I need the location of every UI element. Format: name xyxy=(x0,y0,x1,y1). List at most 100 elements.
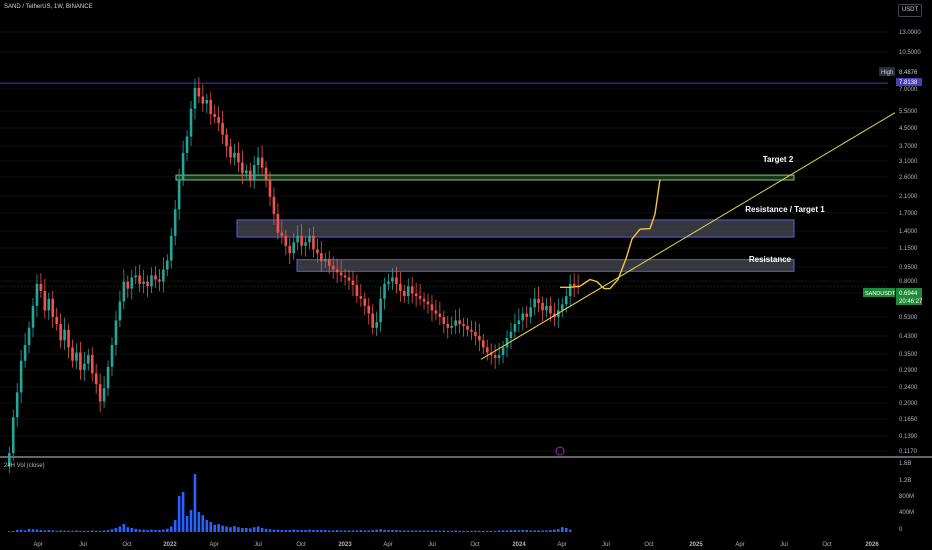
volume-bar xyxy=(276,529,280,532)
candle-body xyxy=(272,196,276,214)
volume-bar xyxy=(268,529,272,532)
volume-bar xyxy=(284,530,288,532)
volume-bar xyxy=(241,528,244,532)
currency-selector[interactable]: USDT xyxy=(898,4,922,17)
volume-bar xyxy=(280,530,284,532)
symbol-tag xyxy=(863,288,895,297)
volume-bar xyxy=(138,529,141,532)
volume-bar xyxy=(221,525,224,532)
candle-body xyxy=(154,275,157,280)
volume-bar xyxy=(225,526,228,532)
volume-bar xyxy=(55,530,58,532)
candle-body xyxy=(525,313,529,317)
mark-tag xyxy=(896,78,922,86)
y-tick-label: 0.1650 xyxy=(899,417,918,423)
volume-bar xyxy=(193,474,197,532)
candle-body xyxy=(237,152,240,163)
candle-body xyxy=(521,313,525,321)
volume-bar xyxy=(474,530,477,532)
volume-bar xyxy=(51,530,55,532)
volume-bar xyxy=(102,530,106,532)
target2-zone xyxy=(175,174,795,181)
x-tick-label: Oct xyxy=(470,542,480,548)
x-tick-label: Apr xyxy=(209,542,218,548)
volume-bar xyxy=(19,529,23,532)
candle-body xyxy=(474,331,477,336)
y-tick-label: 4.5000 xyxy=(899,126,918,132)
candle-body xyxy=(410,286,414,294)
candle-body xyxy=(304,242,307,246)
volume-bar xyxy=(553,529,556,532)
candle-body xyxy=(150,275,153,287)
candle-body xyxy=(375,322,378,328)
volume-bar xyxy=(418,530,422,532)
y-tick-label: 2.1000 xyxy=(899,194,918,200)
volume-bar xyxy=(422,530,426,532)
candle-body xyxy=(501,347,505,356)
volume-bar xyxy=(485,530,489,532)
candle-body xyxy=(391,277,394,282)
candle-body xyxy=(541,302,544,311)
volume-bar xyxy=(355,530,359,532)
y-tick-label: 0.3500 xyxy=(899,352,918,358)
volume-bar xyxy=(482,530,485,532)
candle-body xyxy=(434,310,438,314)
candle-body xyxy=(537,298,540,303)
high-label: High xyxy=(881,70,893,76)
candle-body xyxy=(173,209,177,236)
candle-body xyxy=(142,281,145,284)
candle-body xyxy=(51,298,55,317)
y-tick-label: 0.2900 xyxy=(899,368,918,374)
volume-bar xyxy=(478,530,481,532)
volume-bar xyxy=(166,528,169,532)
volume-tick-label: 800M xyxy=(899,494,914,500)
candle-body xyxy=(276,213,280,233)
volume-bar xyxy=(130,528,134,532)
volume-bar xyxy=(75,530,78,532)
y-tick-label: 1.1500 xyxy=(899,246,918,252)
candle-body xyxy=(245,170,248,174)
candle-body xyxy=(288,245,292,254)
candle-body xyxy=(110,344,114,367)
resistance-target1-zone xyxy=(236,219,795,238)
volume-bar xyxy=(497,530,501,532)
volume-bar xyxy=(375,529,378,532)
volume-tick-label: 400M xyxy=(899,510,914,516)
volume-bar xyxy=(450,530,453,532)
volume-bar xyxy=(189,510,193,532)
high-value: 8.4876 xyxy=(899,70,918,76)
candle-body xyxy=(497,355,501,358)
volume-bar xyxy=(177,496,181,532)
candle-body xyxy=(35,283,39,306)
candle-body xyxy=(193,87,197,109)
volume-bar xyxy=(561,527,564,532)
volume-bar xyxy=(414,530,418,532)
volume-bar xyxy=(395,530,398,532)
volume-bar xyxy=(462,530,465,532)
volume-bar xyxy=(331,530,335,532)
volume-bar xyxy=(446,530,450,532)
volume-bar xyxy=(304,530,307,532)
volume-bar xyxy=(35,529,39,532)
volume-bar xyxy=(98,530,102,532)
volume-bar xyxy=(248,528,252,532)
volume-bar xyxy=(118,526,122,532)
volume-bar xyxy=(162,529,165,532)
volume-bar xyxy=(142,529,145,532)
candle-body xyxy=(177,179,181,210)
countdown-value: 20:46:27 xyxy=(899,299,923,305)
candle-body xyxy=(27,327,31,345)
x-tick-label: Apr xyxy=(735,542,744,548)
candle-body xyxy=(335,269,339,273)
volume-bar xyxy=(169,526,173,532)
x-tick-label: Jul xyxy=(602,542,610,548)
volume-bar xyxy=(438,530,442,532)
trendline xyxy=(480,112,896,360)
candle-body xyxy=(414,293,418,297)
x-tick-label: Apr xyxy=(33,542,42,548)
candle-body xyxy=(201,96,205,104)
candle-body xyxy=(418,296,422,299)
volume-bar xyxy=(264,528,268,532)
volume-bar xyxy=(27,528,31,532)
